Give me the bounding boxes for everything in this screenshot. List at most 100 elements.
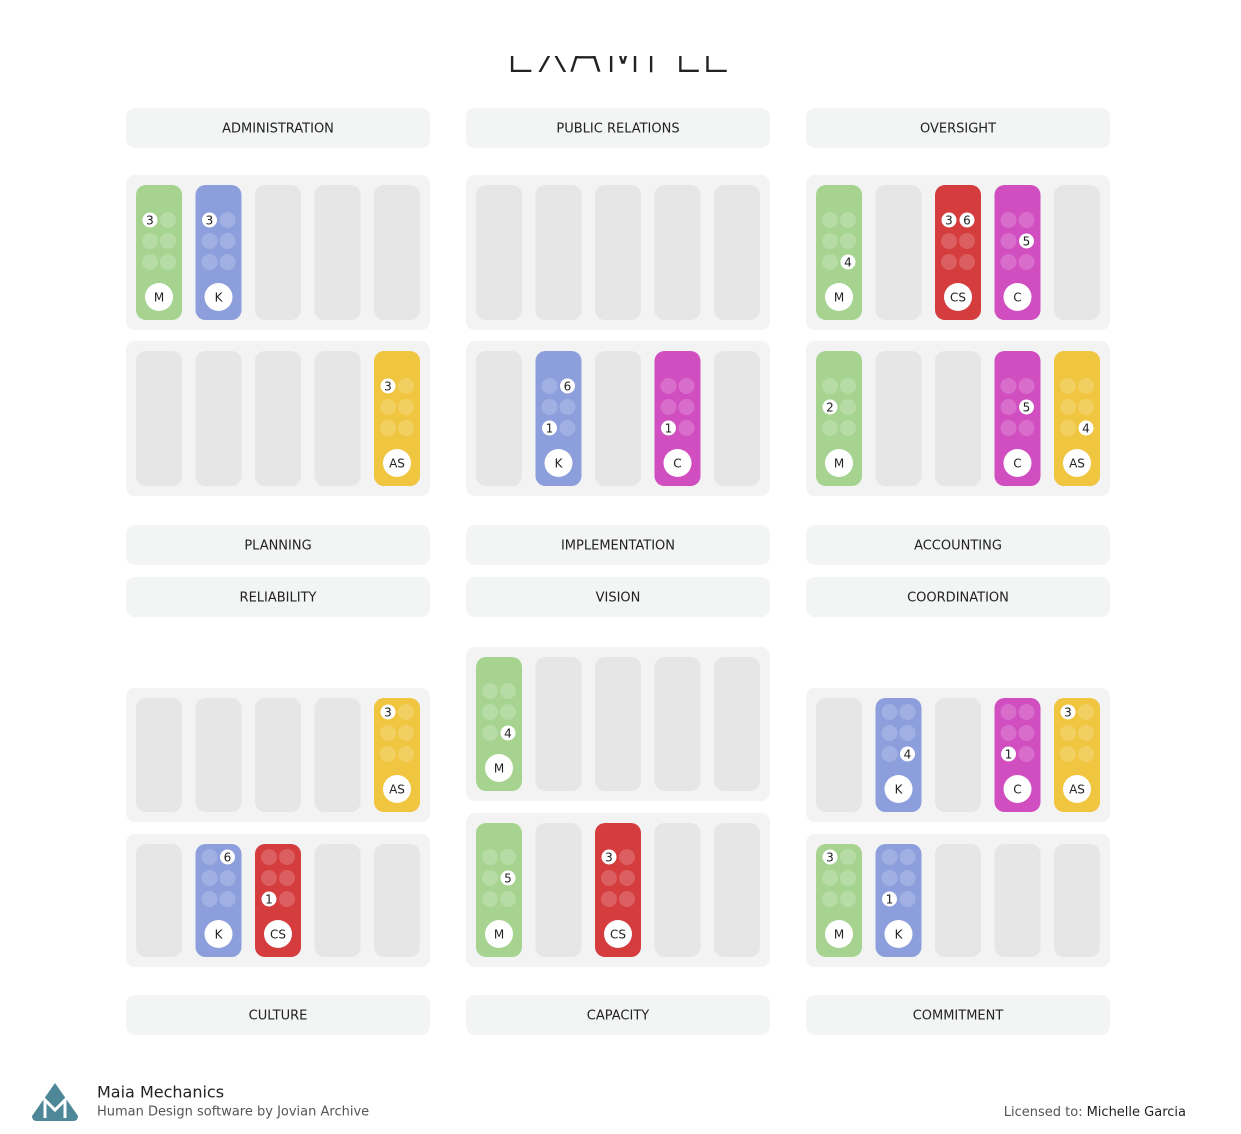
planet-letter: CS — [950, 291, 966, 305]
dot — [398, 746, 414, 762]
empty-slot — [1054, 844, 1100, 957]
empty-slot — [714, 351, 760, 486]
dot-number: 6 — [224, 851, 232, 865]
dot — [219, 254, 236, 270]
tagline: Human Design software by Jovian Archive — [97, 1105, 369, 1120]
section-label-box — [806, 108, 1110, 148]
planet-badge — [1063, 449, 1091, 477]
planet-letter: AS — [389, 457, 405, 471]
gate-slot — [994, 185, 1041, 320]
dot — [840, 420, 856, 436]
section-label-box — [126, 525, 430, 565]
dot — [279, 891, 295, 907]
licensee: Michelle Garcia — [1087, 1105, 1186, 1120]
dot — [219, 212, 236, 228]
dot — [1000, 399, 1017, 415]
gate-slot — [816, 185, 862, 320]
empty-slot — [1054, 185, 1100, 320]
empty-slot — [136, 698, 182, 812]
section-label: ADMINISTRATION — [222, 122, 334, 137]
dot — [380, 420, 396, 436]
dot — [899, 891, 916, 907]
dot — [1078, 725, 1094, 741]
dot-active — [560, 378, 575, 394]
dot-active — [542, 420, 557, 436]
planet-letter: C — [673, 457, 681, 471]
section-label-box — [466, 577, 770, 617]
dot-active — [1019, 233, 1034, 249]
dot-active — [1078, 420, 1094, 436]
empty-slot — [654, 823, 701, 957]
dot-number: 5 — [1023, 401, 1031, 415]
section-label-box — [466, 108, 770, 148]
dot — [1078, 378, 1094, 394]
planet-letter: K — [895, 928, 904, 942]
dot — [1018, 420, 1035, 436]
empty-slot — [875, 185, 922, 320]
planet-badge — [1003, 775, 1032, 803]
dot-active — [1001, 746, 1016, 762]
dot-number: 3 — [605, 851, 613, 865]
logo-mark — [43, 1096, 67, 1118]
dot — [881, 704, 898, 720]
section-label: PUBLIC RELATIONS — [556, 122, 679, 137]
section-label-box — [806, 577, 1110, 617]
planet-badge — [383, 449, 411, 477]
section-label-box — [126, 108, 430, 148]
dot — [822, 212, 838, 228]
dot — [559, 420, 576, 436]
dot — [840, 891, 856, 907]
planet-letter: C — [1013, 291, 1021, 305]
empty-slot — [195, 698, 242, 812]
section-label: COORDINATION — [907, 591, 1009, 606]
dot — [881, 746, 898, 762]
planet-badge — [204, 920, 233, 948]
dot — [201, 849, 218, 865]
dot — [219, 870, 236, 886]
dot — [1000, 704, 1017, 720]
dot — [1078, 746, 1094, 762]
empty-slot — [595, 657, 641, 791]
dot — [500, 891, 516, 907]
section-label: CAPACITY — [587, 1009, 649, 1024]
dot — [899, 849, 916, 865]
dot — [899, 725, 916, 741]
dot — [261, 870, 277, 886]
dot — [601, 870, 617, 886]
planet-badge — [825, 283, 853, 311]
planet-badge — [544, 449, 573, 477]
dot — [660, 399, 677, 415]
license: Licensed to: Michelle Garcia — [1004, 1105, 1186, 1120]
planet-letter: M — [834, 291, 844, 305]
dot-number: 4 — [1082, 422, 1090, 436]
empty-slot — [935, 698, 981, 812]
dot-active — [941, 212, 957, 228]
dot-number: 3 — [384, 706, 392, 720]
planet-letter: CS — [270, 928, 286, 942]
dot — [840, 849, 856, 865]
dot — [160, 212, 176, 228]
section-label: VISION — [596, 591, 641, 606]
dot — [1060, 420, 1076, 436]
dot — [822, 420, 838, 436]
empty-slot — [136, 351, 182, 486]
empty-slot — [314, 185, 361, 320]
empty-slot — [535, 823, 582, 957]
dot — [941, 233, 957, 249]
dot — [619, 891, 635, 907]
dot — [678, 399, 695, 415]
dot-active — [220, 849, 235, 865]
dot — [398, 420, 414, 436]
planet-badge — [485, 920, 513, 948]
empty-slot — [595, 351, 641, 486]
dot — [899, 870, 916, 886]
dot — [941, 254, 957, 270]
dot-number: 1 — [265, 893, 273, 907]
planet-badge — [1003, 283, 1032, 311]
empty-slot — [714, 185, 760, 320]
empty-slot — [314, 351, 361, 486]
planet-letter: C — [1013, 457, 1021, 471]
planet-letter: K — [555, 457, 564, 471]
logo — [32, 1083, 78, 1121]
